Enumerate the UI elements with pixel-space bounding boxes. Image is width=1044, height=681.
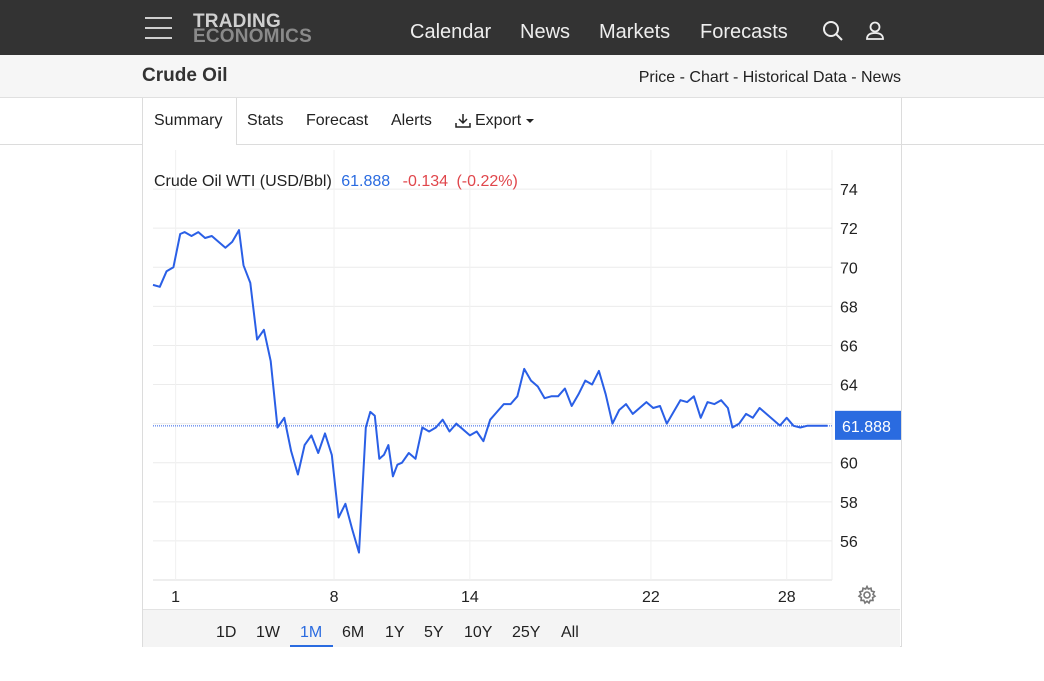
- instrument-header: Crude Oil Price - Chart - Historical Dat…: [0, 55, 1044, 98]
- nav-calendar[interactable]: Calendar: [410, 21, 492, 43]
- download-icon: [455, 114, 471, 128]
- trading-economics-logo[interactable]: TRADING ECONOMICS: [193, 11, 312, 47]
- export-label: Export: [475, 112, 522, 129]
- nav-news[interactable]: News: [520, 21, 571, 43]
- range-selector-bar: [143, 609, 900, 647]
- range-6m[interactable]: 6M: [342, 624, 365, 641]
- tab-stats[interactable]: Stats: [247, 112, 284, 129]
- range-1y[interactable]: 1Y: [385, 624, 405, 641]
- range-all[interactable]: All: [561, 624, 579, 641]
- tab-summary-active-bg: [143, 98, 237, 145]
- tab-export[interactable]: Export: [455, 112, 535, 130]
- range-1d[interactable]: 1D: [216, 624, 237, 641]
- hamburger-menu-icon[interactable]: [145, 17, 172, 39]
- search-icon[interactable]: [821, 19, 845, 43]
- range-1w[interactable]: 1W: [256, 624, 280, 641]
- tab-forecast[interactable]: Forecast: [306, 112, 369, 129]
- logo-line1: TRADING: [193, 11, 281, 32]
- caret-down-icon: [526, 119, 535, 123]
- user-account-icon[interactable]: [864, 19, 886, 43]
- tab-summary[interactable]: Summary: [154, 112, 223, 129]
- range-5y[interactable]: 5Y: [424, 624, 444, 641]
- range-25y[interactable]: 25Y: [512, 624, 541, 641]
- page-title: Crude Oil: [142, 65, 228, 86]
- range-10y[interactable]: 10Y: [464, 624, 493, 641]
- chart-panel: [142, 98, 902, 647]
- tab-alerts[interactable]: Alerts: [391, 112, 432, 129]
- tab-row-divider: [0, 144, 1044, 145]
- settings-gear-icon[interactable]: [857, 585, 877, 605]
- top-navbar: TRADING ECONOMICS Calendar News Markets …: [0, 0, 1044, 55]
- active-range-indicator: [290, 645, 333, 647]
- logo-line2: ECONOMICS: [193, 26, 312, 47]
- nav-markets[interactable]: Markets: [599, 21, 671, 43]
- range-1m[interactable]: 1M: [300, 624, 323, 641]
- section-links[interactable]: Price - Chart - Historical Data - News: [638, 69, 901, 86]
- nav-forecasts[interactable]: Forecasts: [700, 21, 788, 43]
